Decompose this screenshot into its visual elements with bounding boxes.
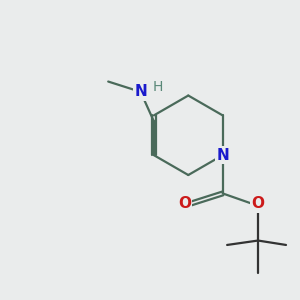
Text: N: N	[216, 148, 229, 163]
Text: O: O	[251, 196, 265, 211]
Text: N: N	[134, 84, 147, 99]
Text: H: H	[152, 80, 163, 94]
Text: O: O	[178, 196, 191, 211]
